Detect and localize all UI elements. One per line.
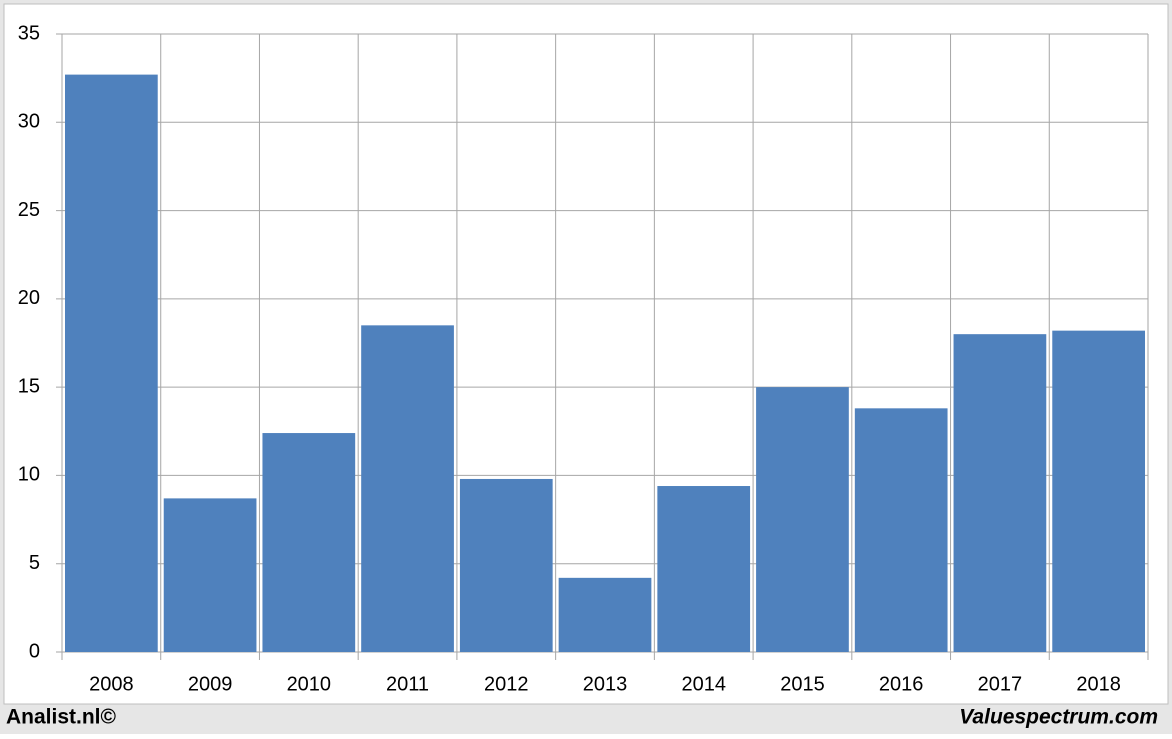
bar — [361, 325, 454, 652]
bar — [854, 408, 948, 652]
y-tick-label: 5 — [29, 552, 40, 574]
x-tick-label: 2011 — [386, 673, 429, 695]
bar — [65, 74, 158, 652]
bar — [953, 334, 1047, 652]
y-tick-label: 35 — [18, 22, 40, 44]
bar — [558, 577, 652, 652]
x-tick-label: 2010 — [287, 673, 332, 695]
x-tick-label: 2012 — [484, 673, 529, 695]
x-tick-label: 2009 — [188, 673, 233, 695]
bar — [657, 486, 751, 652]
x-tick-label: 2017 — [978, 673, 1023, 695]
x-tick-label: 2013 — [583, 673, 628, 695]
y-tick-label: 20 — [18, 287, 40, 309]
bar — [262, 433, 356, 652]
y-tick-label: 30 — [18, 111, 40, 133]
x-tick-label: 2015 — [780, 673, 825, 695]
x-tick-label: 2014 — [681, 673, 726, 695]
source-left: Analist.nl© — [6, 706, 117, 729]
y-tick-label: 10 — [18, 464, 40, 486]
y-tick-label: 25 — [18, 199, 40, 221]
x-tick-label: 2008 — [89, 673, 134, 695]
bar — [459, 478, 553, 652]
y-tick-label: 15 — [18, 375, 40, 397]
bar — [756, 387, 849, 652]
y-tick-label: 0 — [29, 640, 40, 662]
x-tick-label: 2016 — [879, 673, 924, 695]
bar — [1052, 330, 1145, 652]
bar — [163, 498, 257, 652]
x-tick-label: 2018 — [1076, 673, 1121, 695]
source-right: Valuespectrum.com — [959, 706, 1158, 729]
